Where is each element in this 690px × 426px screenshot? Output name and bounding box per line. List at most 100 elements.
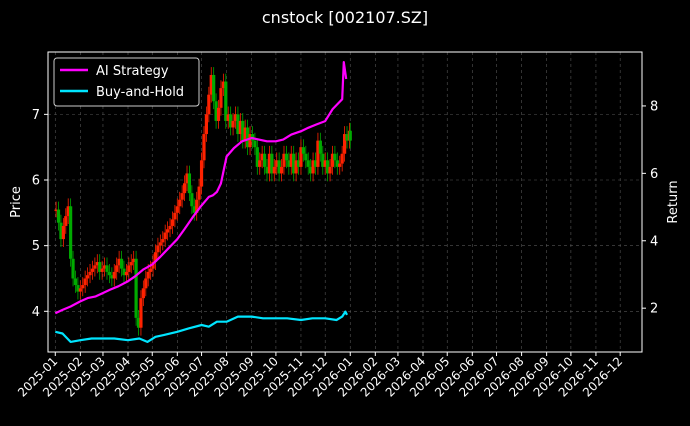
price-candle bbox=[95, 262, 99, 266]
price-candle bbox=[333, 153, 337, 161]
price-candle bbox=[282, 153, 286, 167]
price-candle bbox=[153, 252, 158, 263]
right-tick-label: 6 bbox=[650, 167, 658, 182]
price-candle bbox=[321, 153, 325, 167]
price-candle bbox=[335, 160, 339, 167]
price-candle bbox=[71, 258, 75, 279]
price-candle bbox=[204, 114, 208, 135]
price-candle bbox=[93, 265, 97, 269]
price-candle bbox=[267, 153, 272, 174]
right-axis: 2 4 6 8 bbox=[642, 99, 658, 317]
price-candle bbox=[117, 258, 121, 266]
price-candle bbox=[224, 81, 228, 121]
price-candle bbox=[238, 120, 242, 135]
price-candle bbox=[161, 239, 165, 243]
price-candle bbox=[102, 265, 107, 269]
price-candle bbox=[313, 160, 318, 167]
price-candle bbox=[139, 298, 143, 328]
legend: AI Strategy Buy-and-Hold bbox=[53, 57, 200, 107]
price-candle bbox=[258, 160, 262, 167]
price-candle bbox=[233, 114, 238, 121]
left-tick-label: 5 bbox=[32, 239, 40, 254]
price-candle bbox=[323, 160, 327, 167]
price-candle bbox=[241, 120, 245, 141]
price-candle bbox=[292, 153, 296, 174]
price-candle bbox=[330, 153, 335, 167]
price-candle bbox=[56, 209, 61, 223]
price-candle bbox=[151, 262, 155, 269]
legend-label-ai-strategy: AI Strategy bbox=[96, 64, 169, 79]
price-candle bbox=[326, 160, 330, 174]
legend-label-buy-and-hold: Buy-and-Hold bbox=[96, 85, 184, 100]
price-candle bbox=[338, 163, 342, 167]
price-candle bbox=[119, 258, 124, 269]
right-tick-label: 4 bbox=[650, 234, 658, 249]
price-candle bbox=[185, 173, 189, 184]
price-candle bbox=[163, 232, 167, 240]
legend-box bbox=[53, 57, 200, 107]
price-candle bbox=[253, 140, 257, 148]
price-candle bbox=[156, 245, 160, 253]
price-candle bbox=[229, 114, 233, 128]
price-candle bbox=[166, 229, 170, 233]
price-candle bbox=[61, 225, 65, 240]
series-layer bbox=[54, 60, 348, 343]
left-axis-label: Price bbox=[9, 186, 24, 218]
left-tick-label: 7 bbox=[32, 108, 40, 123]
price-candle bbox=[277, 160, 281, 174]
price-candle bbox=[296, 160, 301, 167]
price-candle bbox=[214, 101, 218, 121]
price-candle bbox=[289, 153, 293, 167]
price-candle bbox=[212, 74, 216, 102]
price-candle bbox=[107, 271, 112, 276]
price-candle bbox=[275, 160, 279, 167]
price-candle bbox=[299, 147, 303, 167]
price-candle bbox=[219, 88, 223, 108]
right-tick-label: 8 bbox=[650, 99, 658, 114]
price-candle bbox=[144, 278, 148, 289]
price-candle bbox=[265, 166, 269, 174]
price-candle bbox=[301, 147, 305, 154]
right-tick-label: 2 bbox=[650, 302, 658, 317]
price-candle bbox=[98, 262, 102, 272]
chart-title: cnstock [002107.SZ] bbox=[262, 8, 428, 27]
series-line-buy-and-hold bbox=[55, 310, 348, 343]
price-candle bbox=[66, 206, 70, 217]
candlestick-layer bbox=[54, 67, 352, 336]
price-candle bbox=[187, 173, 192, 194]
price-candle bbox=[127, 265, 131, 272]
price-candle bbox=[78, 288, 82, 292]
price-candle bbox=[255, 147, 259, 167]
price-candle bbox=[81, 285, 85, 289]
price-candle bbox=[272, 166, 276, 174]
price-candle bbox=[110, 275, 114, 279]
price-candle bbox=[248, 134, 252, 148]
price-candle bbox=[260, 153, 264, 161]
price-candle bbox=[158, 242, 162, 246]
price-candle bbox=[100, 268, 104, 272]
price-candle bbox=[197, 186, 201, 200]
price-candle bbox=[129, 262, 133, 266]
price-candle bbox=[190, 193, 194, 207]
price-candle bbox=[90, 268, 95, 272]
plot-frame bbox=[47, 51, 643, 353]
price-candle bbox=[348, 130, 352, 141]
price-candle bbox=[209, 74, 213, 95]
price-candle bbox=[136, 317, 141, 328]
price-candle bbox=[309, 166, 313, 174]
right-axis-label: Return bbox=[666, 180, 681, 223]
price-candle bbox=[202, 134, 206, 161]
price-candle bbox=[318, 140, 322, 154]
price-candle bbox=[64, 216, 68, 226]
price-candle bbox=[122, 268, 126, 276]
price-candle bbox=[231, 120, 235, 128]
price-candle bbox=[192, 206, 196, 213]
price-candle bbox=[340, 153, 344, 164]
left-tick-label: 6 bbox=[32, 174, 40, 189]
price-candle bbox=[294, 160, 298, 174]
price-candle bbox=[170, 219, 175, 226]
price-candle bbox=[124, 271, 128, 276]
price-candle bbox=[306, 160, 310, 167]
